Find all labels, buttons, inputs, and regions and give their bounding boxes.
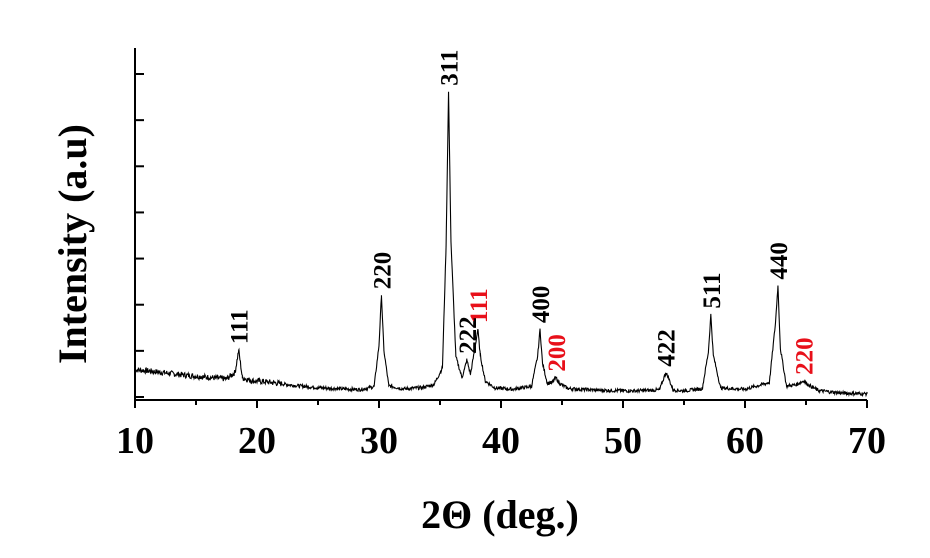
- x-tick-label: 40: [482, 420, 520, 462]
- x-tick-label: 70: [848, 420, 886, 462]
- peak-label-311: 311: [437, 50, 464, 86]
- x-axis-title: 2Θ (deg.): [421, 492, 579, 537]
- x-ticks: 10 20 30 40 50 60 70: [116, 400, 886, 462]
- axes: [134, 48, 867, 401]
- x-tick-label: 60: [726, 420, 764, 462]
- peak-label-400: 400: [528, 286, 555, 324]
- peak-label-440: 440: [766, 242, 793, 280]
- series-line: [134, 91, 868, 398]
- x-tick-label: 30: [360, 420, 398, 462]
- y-axis-title: Intensity (a.u): [50, 124, 95, 364]
- peak-label-220: 220: [792, 337, 819, 375]
- peak-label-422: 422: [654, 329, 681, 367]
- peak-label-222: 222: [455, 316, 482, 353]
- x-tick-label: 10: [116, 420, 154, 462]
- peak-label-220: 220: [369, 252, 396, 290]
- peak-label-111: 111: [227, 309, 254, 344]
- peak-label-200: 200: [544, 334, 571, 372]
- peak-label-511: 511: [699, 273, 726, 309]
- x-tick-label: 20: [238, 420, 276, 462]
- peak-label-111: 111: [466, 288, 493, 323]
- y-ticks: [135, 73, 144, 398]
- x-tick-label: 50: [604, 420, 642, 462]
